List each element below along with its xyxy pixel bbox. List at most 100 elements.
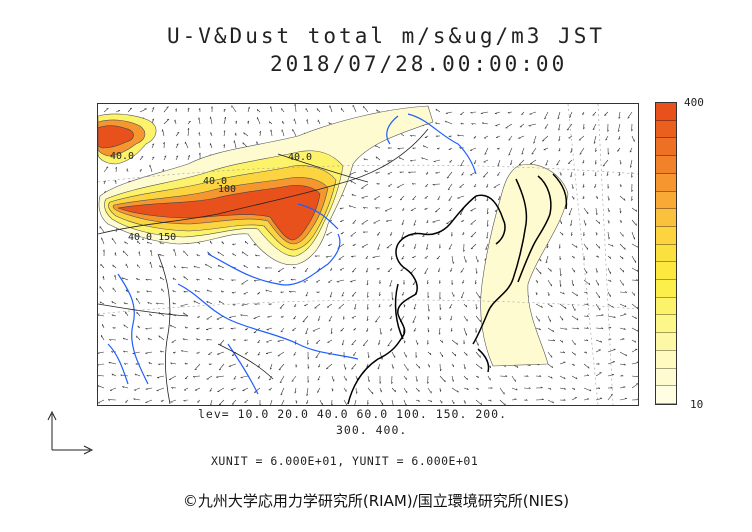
wind-vector (302, 315, 309, 323)
wind-vector (122, 250, 129, 257)
wind-vector-head (379, 381, 382, 384)
wind-vector (127, 107, 133, 113)
wind-vector-head (223, 130, 226, 133)
wind-vector (437, 195, 441, 200)
wind-vector (401, 231, 405, 239)
wind-vector (578, 135, 585, 141)
wind-vector-head (389, 284, 392, 287)
wind-vector (290, 278, 297, 281)
wind-vector (341, 291, 345, 297)
wind-vector-head (457, 390, 459, 393)
wind-vector-head (462, 281, 465, 284)
wind-vector (101, 335, 105, 341)
wind-vector (343, 387, 347, 392)
wind-vector-head (277, 340, 280, 343)
wind-vector (206, 375, 213, 380)
wind-vector-head (440, 369, 442, 372)
wind-vector (519, 123, 525, 128)
wind-vector-head (401, 236, 404, 239)
wind-vector-head (433, 161, 436, 163)
wind-vector-head (121, 277, 124, 280)
wind-vector (375, 315, 381, 323)
wind-vector-head (304, 270, 308, 272)
wind-vector-head (622, 257, 624, 260)
wind-vector-head (145, 328, 148, 330)
wind-vector (457, 195, 465, 199)
wind-vector (187, 107, 190, 113)
wind-vector (435, 171, 441, 174)
wind-vector-head (280, 330, 283, 333)
wind-vector-head (596, 270, 598, 273)
wind-vector (487, 375, 491, 381)
wind-vector (351, 339, 357, 346)
wind-vector-head (490, 386, 493, 389)
wind-vector-head (596, 212, 598, 216)
wind-vector-head (436, 148, 440, 150)
wind-vector-head (570, 175, 573, 178)
wind-vector (121, 277, 129, 281)
wind-vector (559, 303, 567, 309)
wind-vector-head (466, 353, 468, 356)
wind-vector-head (307, 380, 310, 383)
wind-vector (281, 108, 285, 113)
wind-vector (351, 315, 357, 319)
wind-vector-head (356, 391, 358, 394)
wind-vector (157, 375, 165, 378)
wind-vector-head (588, 366, 590, 369)
wind-vector-head (351, 344, 354, 346)
wind-vector (270, 399, 273, 405)
wind-vector (98, 399, 105, 404)
wind-vector (631, 195, 633, 201)
wind-vector (571, 339, 576, 346)
wind-vector-head (217, 265, 220, 268)
wind-vector (350, 279, 357, 282)
wind-vector (194, 387, 201, 391)
wind-vector-head (576, 294, 578, 297)
wind-vector (497, 159, 501, 167)
wind-vector (183, 250, 189, 257)
wind-vector (168, 375, 177, 380)
wind-vector-head (218, 300, 221, 303)
wind-vector-head (559, 246, 561, 249)
wind-vector-head (597, 362, 600, 365)
wind-vector (535, 303, 543, 308)
wind-vector (145, 351, 153, 354)
wind-vector-head (147, 338, 150, 340)
wind-vector (543, 147, 549, 150)
wind-vector-head (593, 141, 596, 144)
wind-vector-head (126, 168, 128, 171)
wind-vector (619, 313, 627, 317)
wind-vector-head (575, 245, 578, 248)
wind-vector-head (445, 113, 448, 115)
wind-vector (315, 339, 321, 344)
wind-vector (210, 143, 213, 149)
wind-vector-head (563, 398, 566, 401)
wind-vector (410, 267, 417, 274)
wind-vector (457, 134, 465, 137)
wind-vector-head (305, 332, 308, 335)
colorbar-segment (656, 262, 676, 281)
wind-vector (233, 375, 237, 380)
wind-vector (194, 363, 201, 371)
wind-vector (278, 363, 285, 371)
wind-vector (327, 339, 333, 343)
wind-vector (109, 387, 117, 391)
wind-vector-head (444, 120, 447, 123)
wind-vector-head (363, 158, 366, 161)
wind-vector-head (573, 363, 575, 366)
wind-vector (558, 135, 561, 141)
wind-vector-head (123, 302, 126, 305)
wind-vector-head (435, 135, 438, 138)
wind-vector-head (427, 342, 429, 345)
wind-vector-head (439, 317, 442, 321)
wind-vector (329, 291, 333, 298)
wind-vector-head (114, 252, 116, 255)
wind-vector-head (367, 402, 369, 405)
wind-vector-head (354, 307, 357, 310)
wind-vector-head (209, 390, 212, 392)
wind-vector (505, 123, 513, 129)
colorbar-segment (656, 333, 676, 351)
wind-vector (98, 385, 105, 389)
wind-vector (171, 339, 177, 343)
wind-vector-head (194, 369, 197, 371)
